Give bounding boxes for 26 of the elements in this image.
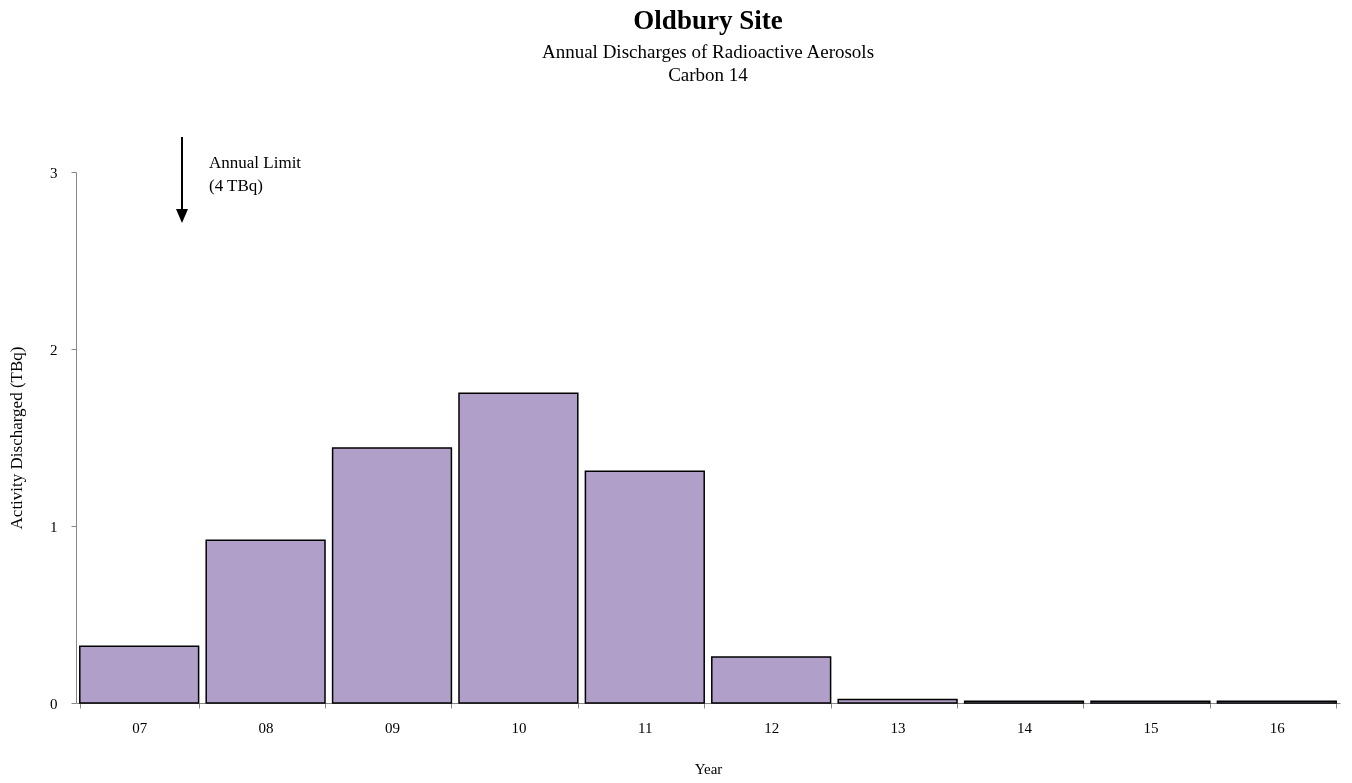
bar xyxy=(205,539,326,704)
x-tick-label: 14 xyxy=(1017,719,1033,736)
x-axis-title: Year xyxy=(694,760,723,777)
y-tick-label: 0 xyxy=(50,695,58,712)
x-tick-label: 16 xyxy=(1269,719,1286,736)
bar xyxy=(79,645,200,704)
bar xyxy=(584,470,705,704)
x-tick-label: 07 xyxy=(132,719,148,736)
x-tick-label: 13 xyxy=(890,719,906,736)
chart-subtitle: Annual Discharges of Radioactive Aerosols Carbon 14 xyxy=(541,41,875,85)
bar xyxy=(837,698,958,704)
y-tick-label: 2 xyxy=(50,341,58,358)
annotation: Annual Limit (4 TBq) xyxy=(209,153,302,195)
y-tick-label: 3 xyxy=(50,164,58,181)
y-axis-title: Activity Discharged (TBq) xyxy=(7,346,26,530)
x-tick-label: 12 xyxy=(764,719,780,736)
x-tick-label: 09 xyxy=(385,719,400,736)
y-tick-label: 1 xyxy=(50,518,58,535)
chart-title: Oldbury Site xyxy=(633,5,783,35)
x-tick-label: 10 xyxy=(511,719,527,736)
bar xyxy=(331,447,453,704)
bar xyxy=(458,392,579,704)
x-tick-label: 08 xyxy=(258,719,274,736)
bar xyxy=(711,656,832,704)
x-tick-label: 11 xyxy=(638,719,653,736)
x-tick-label: 15 xyxy=(1143,719,1159,736)
